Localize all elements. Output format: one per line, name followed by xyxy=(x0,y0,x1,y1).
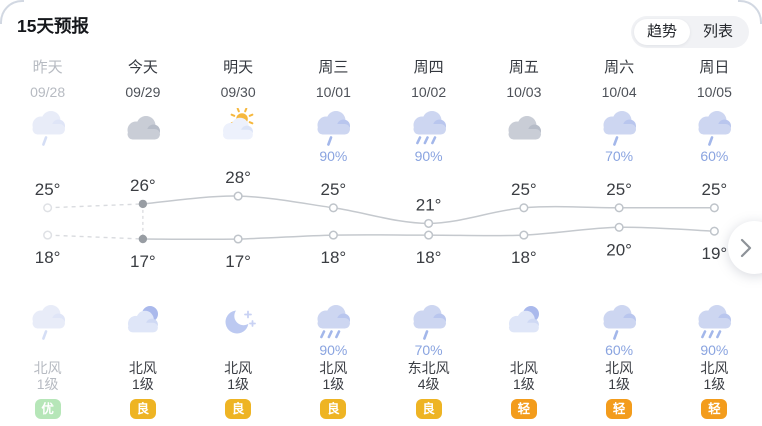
wind-direction: 北风 xyxy=(509,360,538,376)
forecast-column: 今天 09/29 北风 1级良 xyxy=(95,58,190,419)
wind-level: 1级 xyxy=(703,376,726,392)
forecast-columns: 昨天 09/28 北风 1级优今天 09/29 北风 1级良明天 09/30 北风 1级良周三 10… xyxy=(0,58,762,419)
aqi-badge: 良 xyxy=(129,399,156,419)
night-precip-chance xyxy=(191,342,286,360)
wind-direction: 北风 xyxy=(33,360,62,376)
rain-icon xyxy=(572,102,667,148)
day-precip-chance xyxy=(476,148,571,166)
rain-icon xyxy=(572,296,667,342)
aqi-badge: 良 xyxy=(225,399,252,419)
night-precip-chance: 90% xyxy=(319,342,348,358)
page-title: 15天预报 xyxy=(17,16,89,36)
date-label: 10/03 xyxy=(506,84,542,100)
day-label: 周六 xyxy=(604,59,635,76)
day-precip-chance: 90% xyxy=(414,148,443,164)
night-precip-chance: 70% xyxy=(414,342,443,358)
date-label: 09/30 xyxy=(220,84,256,100)
wind-level: 4级 xyxy=(417,376,440,392)
heavy-rain-icon xyxy=(667,296,762,342)
rain-icon xyxy=(381,296,476,342)
day-label: 昨天 xyxy=(32,59,63,76)
chart-gap xyxy=(191,166,286,296)
cloudy-icon xyxy=(476,102,571,148)
day-precip-chance: 60% xyxy=(700,148,729,164)
wind-level: 1级 xyxy=(227,376,250,392)
day-precip-chance xyxy=(95,148,190,166)
night-precip-chance xyxy=(0,342,95,360)
date-label: 09/29 xyxy=(125,84,161,100)
rain-icon xyxy=(286,102,381,148)
night-precip-chance xyxy=(95,342,190,360)
day-label: 周五 xyxy=(508,59,539,76)
wind-level: 1级 xyxy=(131,376,154,392)
date-label: 09/28 xyxy=(30,84,66,100)
wind-direction: 北风 xyxy=(700,360,729,376)
forecast-column: 周六 10/04 70% 60% 北风 1级轻 xyxy=(572,58,667,419)
forecast-column: 周四 10/02 90% 70% 东北风 4级良 xyxy=(381,58,476,419)
chart-gap xyxy=(572,166,667,296)
wind-level: 1级 xyxy=(322,376,345,392)
day-label: 今天 xyxy=(127,59,158,76)
wind-level: 1级 xyxy=(36,376,59,392)
aqi-badge: 轻 xyxy=(606,399,633,419)
date-label: 10/02 xyxy=(411,84,447,100)
aqi-badge: 轻 xyxy=(701,399,728,419)
view-toggle: 趋势 列表 xyxy=(630,16,749,48)
forecast-column: 周三 10/01 90% 90% 北风 1级良 xyxy=(286,58,381,419)
aqi-badge: 优 xyxy=(34,399,61,419)
day-precip-chance xyxy=(0,148,95,166)
aqi-badge: 良 xyxy=(320,399,347,419)
tab-list[interactable]: 列表 xyxy=(702,23,733,40)
date-label: 10/01 xyxy=(315,84,351,100)
forecast-column: 周日 10/05 60% 90% 北风 1级轻 xyxy=(667,58,762,419)
chart-gap xyxy=(286,166,381,296)
night-precip-chance: 90% xyxy=(700,342,729,358)
forecast-column: 明天 09/30 北风 1级良 xyxy=(191,58,286,419)
night-cloudy-icon xyxy=(476,296,571,342)
cloudy-icon xyxy=(95,102,190,148)
wind-direction: 北风 xyxy=(224,360,253,376)
rain-icon xyxy=(0,296,95,342)
day-label: 明天 xyxy=(223,59,254,76)
chart-gap xyxy=(381,166,476,296)
day-label: 周四 xyxy=(413,59,444,76)
date-label: 10/05 xyxy=(696,84,732,100)
day-precip-chance: 70% xyxy=(605,148,634,164)
day-precip-chance xyxy=(191,148,286,166)
heavy-rain-icon xyxy=(286,296,381,342)
night-clear-icon xyxy=(191,296,286,342)
wind-direction: 北风 xyxy=(128,360,157,376)
chart-gap xyxy=(476,166,571,296)
chart-gap xyxy=(0,166,95,296)
wind-direction: 北风 xyxy=(605,360,634,376)
wind-direction: 东北风 xyxy=(407,360,450,376)
date-label: 10/04 xyxy=(601,84,637,100)
wind-direction: 北风 xyxy=(319,360,348,376)
tab-trend[interactable]: 趋势 xyxy=(633,19,690,45)
day-label: 周日 xyxy=(699,59,730,76)
day-label: 周三 xyxy=(318,59,349,76)
heavy-rain-icon xyxy=(381,102,476,148)
wind-level: 1级 xyxy=(512,376,535,392)
rain-icon xyxy=(0,102,95,148)
night-cloudy-icon xyxy=(95,296,190,342)
night-precip-chance: 60% xyxy=(605,342,634,358)
day-precip-chance: 90% xyxy=(319,148,348,164)
forecast-column: 昨天 09/28 北风 1级优 xyxy=(0,58,95,419)
night-precip-chance xyxy=(476,342,571,360)
chevron-right-icon xyxy=(740,238,752,257)
forecast-column: 周五 10/03 北风 1级轻 xyxy=(476,58,571,419)
aqi-badge: 良 xyxy=(415,399,442,419)
chart-gap xyxy=(95,166,190,296)
aqi-badge: 轻 xyxy=(510,399,537,419)
wind-level: 1级 xyxy=(608,376,631,392)
rain-icon xyxy=(667,102,762,148)
partly-sunny-icon xyxy=(191,102,286,148)
